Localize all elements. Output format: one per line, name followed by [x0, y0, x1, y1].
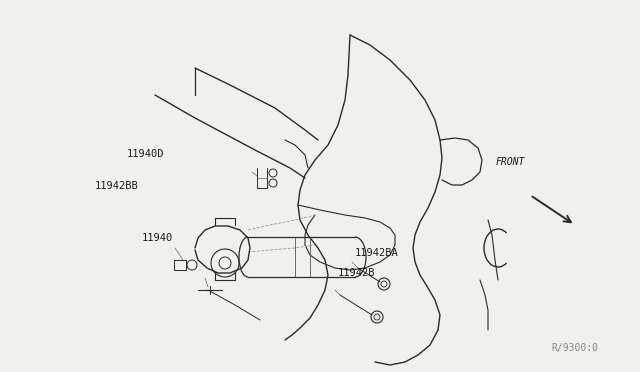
Text: 11942B: 11942B	[338, 269, 376, 278]
Text: 11940: 11940	[142, 233, 173, 243]
Text: R/9300:0: R/9300:0	[551, 343, 598, 353]
Text: 11942BB: 11942BB	[95, 181, 138, 191]
Text: FRONT: FRONT	[496, 157, 525, 167]
Text: 11940D: 11940D	[127, 150, 164, 159]
Text: 11942BA: 11942BA	[355, 248, 399, 258]
